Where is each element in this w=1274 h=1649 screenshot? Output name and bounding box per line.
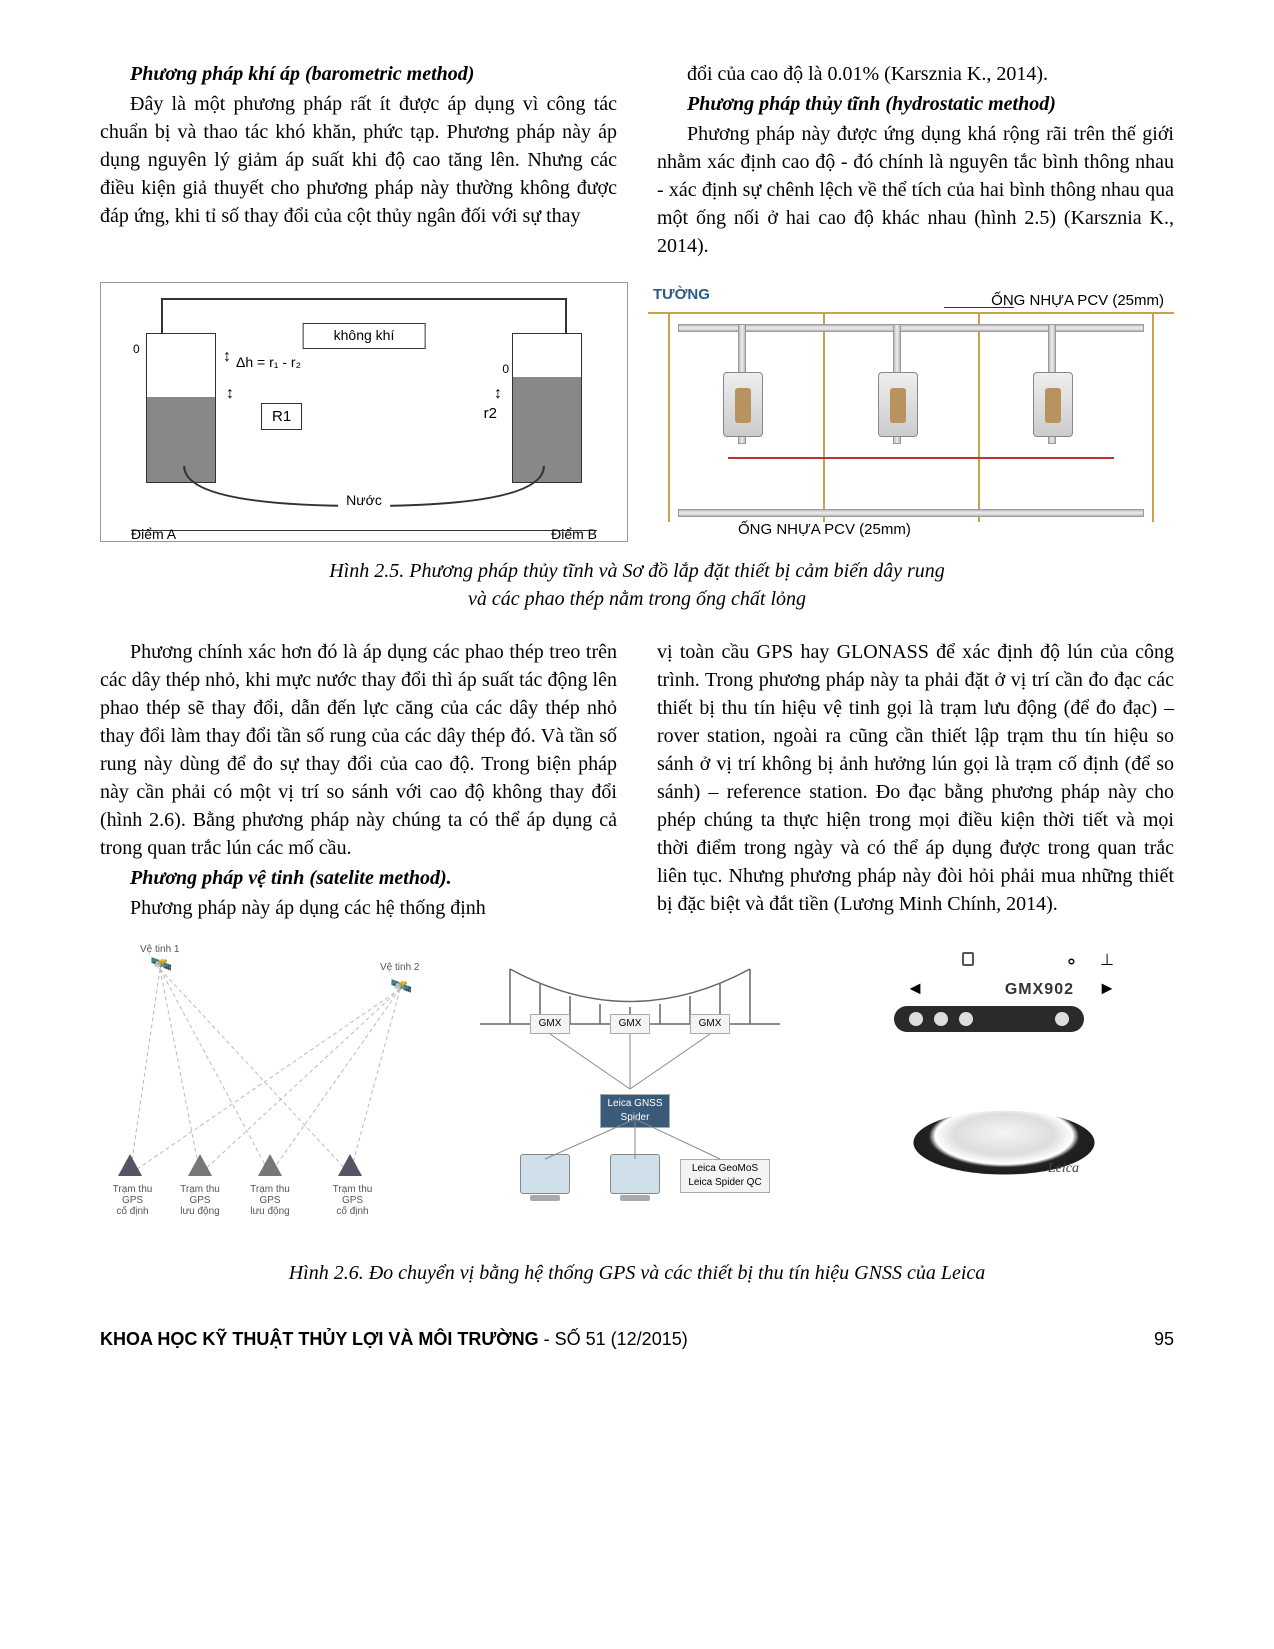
col-left-2: Phương chính xác hơn đó là áp dụng các p… bbox=[100, 638, 617, 924]
gmx902-label: GMX902 bbox=[1005, 979, 1074, 1001]
dh-label: Δh = r₁ - r₂ bbox=[236, 353, 301, 373]
gps-receiver-icon bbox=[188, 1154, 212, 1176]
point-b: Điểm B bbox=[551, 525, 597, 542]
water-label: Nước bbox=[338, 491, 390, 511]
fig25-caption-l2: và các phao thép nằm trong ống chất lỏng bbox=[468, 588, 806, 610]
heading-barometric: Phương pháp khí áp (barometric method) bbox=[100, 60, 617, 88]
footer-journal: KHOA HỌC KỸ THUẬT THỦY LỢI VÀ MÔI TRƯỜNG… bbox=[100, 1327, 688, 1352]
col-right-2: vị toàn cầu GPS hay GLONASS để xác định … bbox=[657, 638, 1174, 924]
fig25-left-diagram: không khí 0 0 Δh = r₁ - r₂ ↕ R1 r2 ↕ ↕ N… bbox=[100, 282, 628, 542]
station-rover-label-2: Trạm thu GPS lưu động bbox=[245, 1184, 295, 1217]
col-right-1: đổi của cao độ là 0.01% (Karsznia K., 20… bbox=[657, 60, 1174, 262]
fig25-caption: Hình 2.5. Phương pháp thủy tĩnh và Sơ đồ… bbox=[100, 557, 1174, 613]
station-fixed-label-2: Trạm thu GPS cố định bbox=[325, 1184, 380, 1217]
issue-number: - SỐ 51 (12/2015) bbox=[539, 1329, 688, 1349]
wall-label: TƯỜNG bbox=[653, 284, 710, 305]
para-gps-glonass: vị toàn cầu GPS hay GLONASS để xác định … bbox=[657, 638, 1174, 918]
fig25-right-diagram: TƯỜNG ỐNG NHỰA PCV (25mm) ỐNG NHỰA PCV (… bbox=[648, 282, 1174, 542]
para-barometric-cont: đổi của cao độ là 0.01% (Karsznia K., 20… bbox=[657, 60, 1174, 88]
heading-hydrostatic: Phương pháp thủy tĩnh (hydrostatic metho… bbox=[657, 90, 1174, 118]
fig25-caption-l1: Hình 2.5. Phương pháp thủy tĩnh và Sơ đồ… bbox=[329, 560, 945, 582]
heading-satellite: Phương pháp vệ tinh (satelite method). bbox=[100, 864, 617, 892]
gps-receiver-icon bbox=[258, 1154, 282, 1176]
pipe-top-label: ỐNG NHỰA PCV (25mm) bbox=[991, 290, 1164, 311]
gmx902-device-icon bbox=[894, 1006, 1084, 1032]
section-1: Phương pháp khí áp (barometric method) Đ… bbox=[100, 60, 1174, 262]
page-number: 95 bbox=[1154, 1327, 1174, 1352]
point-a: Điểm A bbox=[131, 525, 176, 542]
col-left-1: Phương pháp khí áp (barometric method) Đ… bbox=[100, 60, 617, 262]
station-rover-label-1: Trạm thu GPS lưu động bbox=[175, 1184, 225, 1217]
gps-receiver-icon bbox=[118, 1154, 142, 1176]
para-hydrostatic: Phương pháp này được ứng dụng khá rộng r… bbox=[657, 120, 1174, 260]
para-float-steel: Phương chính xác hơn đó là áp dụng các p… bbox=[100, 638, 617, 862]
air-label: không khí bbox=[303, 323, 426, 349]
para-satellite-intro: Phương pháp này áp dụng các hệ thống địn… bbox=[100, 894, 617, 922]
pipe-bottom-label: ỐNG NHỰA PCV (25mm) bbox=[738, 519, 911, 540]
station-fixed-label: Trạm thu GPS cố định bbox=[105, 1184, 160, 1217]
page-footer: KHOA HỌC KỸ THUẬT THỦY LỢI VÀ MÔI TRƯỜNG… bbox=[100, 1327, 1174, 1352]
section-2: Phương chính xác hơn đó là áp dụng các p… bbox=[100, 638, 1174, 924]
figure-2-6: 🛰️ Vệ tinh 1 🛰️ Vệ tinh 2 Trạm thu GPS c… bbox=[100, 944, 1174, 1244]
para-barometric: Đây là một phương pháp rất ít được áp dụ… bbox=[100, 90, 617, 230]
leica-brand-label: Leica bbox=[1048, 1159, 1079, 1179]
fig26-caption: Hình 2.6. Đo chuyển vị bằng hệ thống GPS… bbox=[100, 1259, 1174, 1287]
r2-label: r2 bbox=[484, 403, 497, 424]
gps-receiver-icon bbox=[338, 1154, 362, 1176]
figure-2-5: không khí 0 0 Δh = r₁ - r₂ ↕ R1 r2 ↕ ↕ N… bbox=[100, 282, 1174, 542]
connector-icon bbox=[962, 952, 974, 966]
R1-label: R1 bbox=[261, 403, 302, 430]
journal-name: KHOA HỌC KỸ THUẬT THỦY LỢI VÀ MÔI TRƯỜNG bbox=[100, 1329, 539, 1349]
